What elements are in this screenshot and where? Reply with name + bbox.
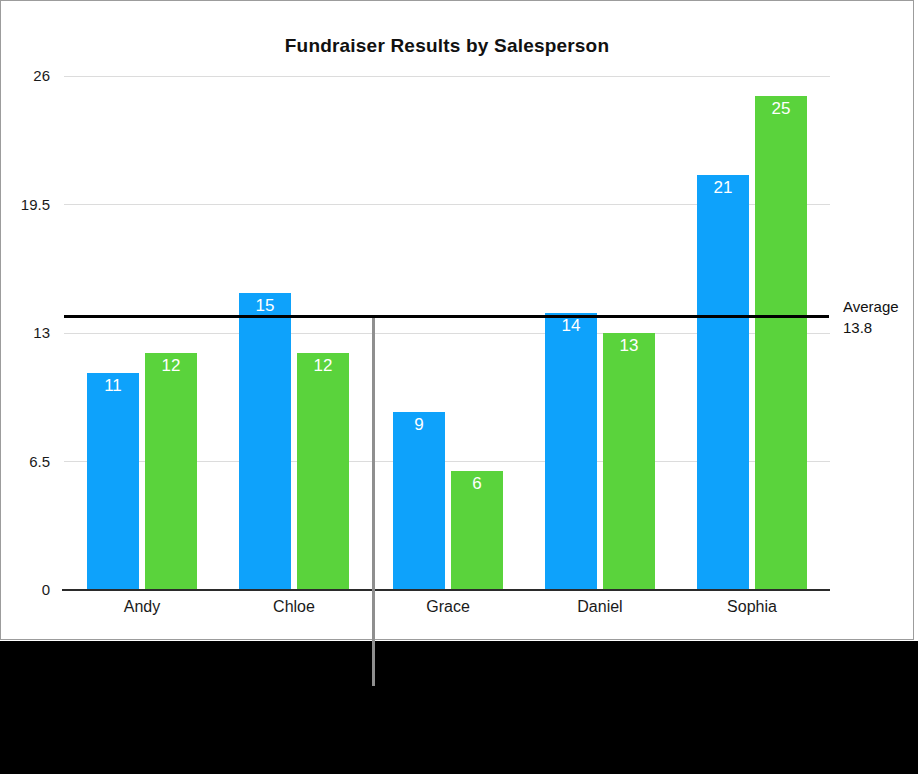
y-axis-tick-label-26: 26 [0,67,50,85]
bar-series-1-blue-chloe[interactable]: 15 [239,293,291,590]
average-line-label-value: 13.8 [843,317,915,338]
bar-series-2-green-sophia[interactable]: 25 [755,96,807,590]
average-line-label-text: Average [843,296,915,317]
bar-value-label-sophia-series-1-blue: 21 [697,179,749,197]
y-axis-tick-label-19.5: 19.5 [0,196,50,214]
y-axis-tick-label-13: 13 [0,324,50,342]
average-reference-line [64,315,829,318]
gridline-y-26 [64,76,830,77]
bar-value-label-grace-series-2-green: 6 [451,475,503,493]
bar-value-label-sophia-series-2-green: 25 [755,100,807,118]
x-axis-line [62,589,830,591]
bar-value-label-daniel-series-1-blue: 14 [545,317,597,335]
bar-value-label-andy-series-1-blue: 11 [87,377,139,395]
bar-series-2-green-chloe[interactable]: 12 [297,353,349,590]
x-axis-category-label-grace: Grace [388,598,508,616]
bar-series-1-blue-andy[interactable]: 11 [87,373,139,590]
callout-pointer-line [372,316,375,686]
bar-value-label-andy-series-2-green: 12 [145,357,197,375]
bottom-black-band [0,641,918,774]
bar-value-label-chloe-series-1-blue: 15 [239,297,291,315]
y-axis-tick-label-0: 0 [0,581,50,599]
y-axis-tick-label-6.5: 6.5 [0,453,50,471]
x-axis-category-label-chloe: Chloe [234,598,354,616]
bar-series-1-blue-daniel[interactable]: 14 [545,313,597,590]
chart-figure: Fundraiser Results by Salesperson 26 19.5… [0,0,918,774]
bar-value-label-daniel-series-2-green: 13 [603,337,655,355]
bar-series-1-blue-sophia[interactable]: 21 [697,175,749,590]
x-axis-category-label-sophia: Sophia [692,598,812,616]
x-axis-category-label-andy: Andy [82,598,202,616]
bar-series-2-green-andy[interactable]: 12 [145,353,197,590]
bar-value-label-chloe-series-2-green: 12 [297,357,349,375]
average-line-label: Average 13.8 [843,296,915,338]
bar-series-2-green-daniel[interactable]: 13 [603,333,655,590]
bar-value-label-grace-series-1-blue: 9 [393,416,445,434]
x-axis-category-label-daniel: Daniel [540,598,660,616]
bar-series-1-blue-grace[interactable]: 9 [393,412,445,590]
bar-series-2-green-grace[interactable]: 6 [451,471,503,590]
chart-title: Fundraiser Results by Salesperson [64,35,830,57]
